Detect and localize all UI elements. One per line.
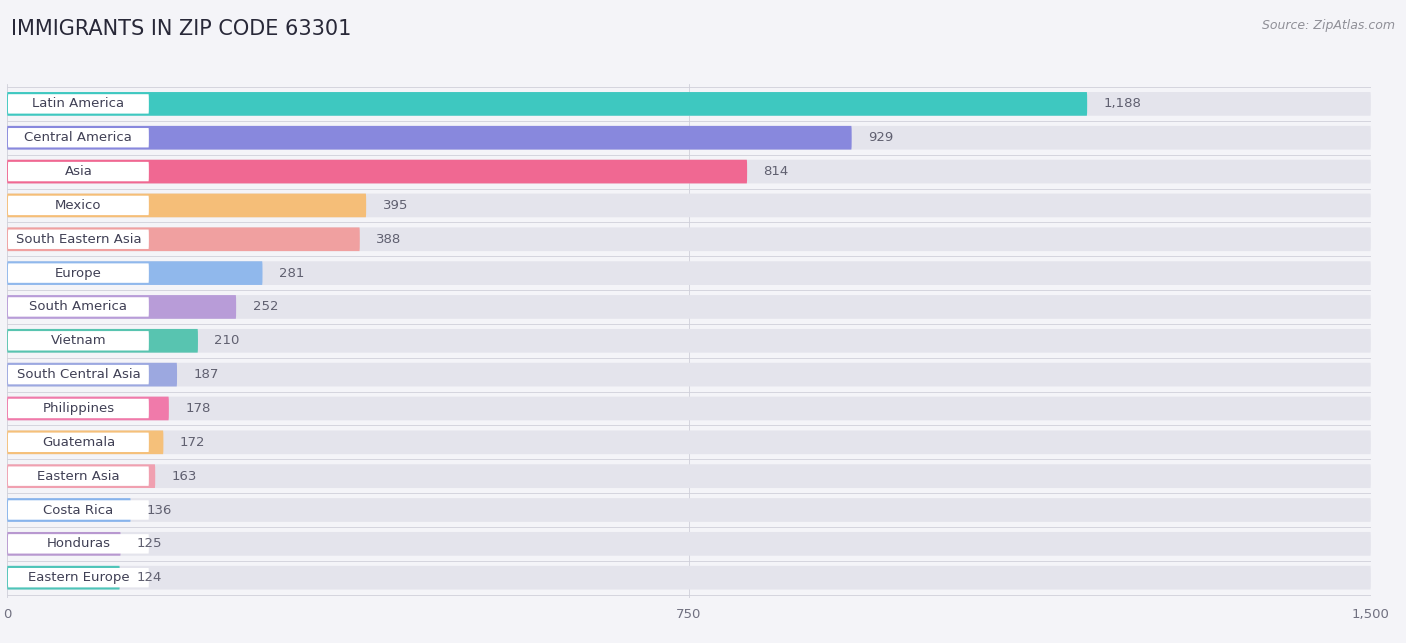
FancyBboxPatch shape — [7, 566, 1371, 590]
Text: 929: 929 — [868, 131, 893, 144]
Text: 388: 388 — [377, 233, 402, 246]
Text: 187: 187 — [194, 368, 219, 381]
Text: Asia: Asia — [65, 165, 93, 178]
FancyBboxPatch shape — [7, 397, 169, 421]
FancyBboxPatch shape — [8, 162, 149, 181]
Text: 1,188: 1,188 — [1104, 97, 1142, 111]
FancyBboxPatch shape — [8, 94, 149, 114]
FancyBboxPatch shape — [8, 264, 149, 283]
FancyBboxPatch shape — [7, 92, 1371, 116]
FancyBboxPatch shape — [7, 532, 1371, 556]
FancyBboxPatch shape — [8, 128, 149, 147]
Text: 252: 252 — [253, 300, 278, 313]
FancyBboxPatch shape — [8, 568, 149, 588]
FancyBboxPatch shape — [8, 195, 149, 215]
Text: 124: 124 — [136, 571, 162, 584]
Text: South Central Asia: South Central Asia — [17, 368, 141, 381]
FancyBboxPatch shape — [7, 126, 1371, 150]
FancyBboxPatch shape — [8, 466, 149, 486]
FancyBboxPatch shape — [7, 194, 366, 217]
Text: 163: 163 — [172, 469, 197, 483]
FancyBboxPatch shape — [7, 295, 236, 319]
FancyBboxPatch shape — [7, 430, 163, 454]
Text: 395: 395 — [382, 199, 408, 212]
FancyBboxPatch shape — [8, 230, 149, 249]
Text: Vietnam: Vietnam — [51, 334, 107, 347]
Text: Honduras: Honduras — [46, 538, 111, 550]
Text: Source: ZipAtlas.com: Source: ZipAtlas.com — [1261, 19, 1395, 32]
Text: 281: 281 — [278, 267, 304, 280]
Text: 172: 172 — [180, 436, 205, 449]
FancyBboxPatch shape — [7, 566, 120, 590]
FancyBboxPatch shape — [7, 498, 131, 522]
FancyBboxPatch shape — [8, 297, 149, 316]
Text: Eastern Asia: Eastern Asia — [37, 469, 120, 483]
Text: Europe: Europe — [55, 267, 101, 280]
FancyBboxPatch shape — [8, 500, 149, 520]
Text: South America: South America — [30, 300, 128, 313]
Text: IMMIGRANTS IN ZIP CODE 63301: IMMIGRANTS IN ZIP CODE 63301 — [11, 19, 352, 39]
Text: 210: 210 — [214, 334, 239, 347]
FancyBboxPatch shape — [7, 329, 1371, 352]
Text: 814: 814 — [763, 165, 789, 178]
Text: Mexico: Mexico — [55, 199, 101, 212]
FancyBboxPatch shape — [8, 331, 149, 350]
FancyBboxPatch shape — [7, 228, 1371, 251]
FancyBboxPatch shape — [7, 159, 747, 183]
FancyBboxPatch shape — [7, 261, 263, 285]
FancyBboxPatch shape — [7, 532, 121, 556]
FancyBboxPatch shape — [7, 228, 360, 251]
Text: 125: 125 — [136, 538, 163, 550]
Text: 178: 178 — [186, 402, 211, 415]
FancyBboxPatch shape — [7, 261, 1371, 285]
FancyBboxPatch shape — [7, 329, 198, 352]
FancyBboxPatch shape — [7, 92, 1087, 116]
Text: Eastern Europe: Eastern Europe — [28, 571, 129, 584]
Text: 136: 136 — [148, 503, 173, 516]
FancyBboxPatch shape — [7, 126, 852, 150]
FancyBboxPatch shape — [8, 433, 149, 452]
FancyBboxPatch shape — [7, 464, 155, 488]
Text: Guatemala: Guatemala — [42, 436, 115, 449]
FancyBboxPatch shape — [7, 397, 1371, 421]
FancyBboxPatch shape — [7, 363, 177, 386]
FancyBboxPatch shape — [8, 399, 149, 418]
Text: Central America: Central America — [24, 131, 132, 144]
FancyBboxPatch shape — [8, 534, 149, 554]
FancyBboxPatch shape — [7, 464, 1371, 488]
Text: Costa Rica: Costa Rica — [44, 503, 114, 516]
FancyBboxPatch shape — [7, 430, 1371, 454]
Text: Philippines: Philippines — [42, 402, 114, 415]
Text: Latin America: Latin America — [32, 97, 125, 111]
FancyBboxPatch shape — [7, 194, 1371, 217]
FancyBboxPatch shape — [8, 365, 149, 385]
FancyBboxPatch shape — [7, 159, 1371, 183]
FancyBboxPatch shape — [7, 498, 1371, 522]
Text: South Eastern Asia: South Eastern Asia — [15, 233, 141, 246]
FancyBboxPatch shape — [7, 363, 1371, 386]
FancyBboxPatch shape — [7, 295, 1371, 319]
